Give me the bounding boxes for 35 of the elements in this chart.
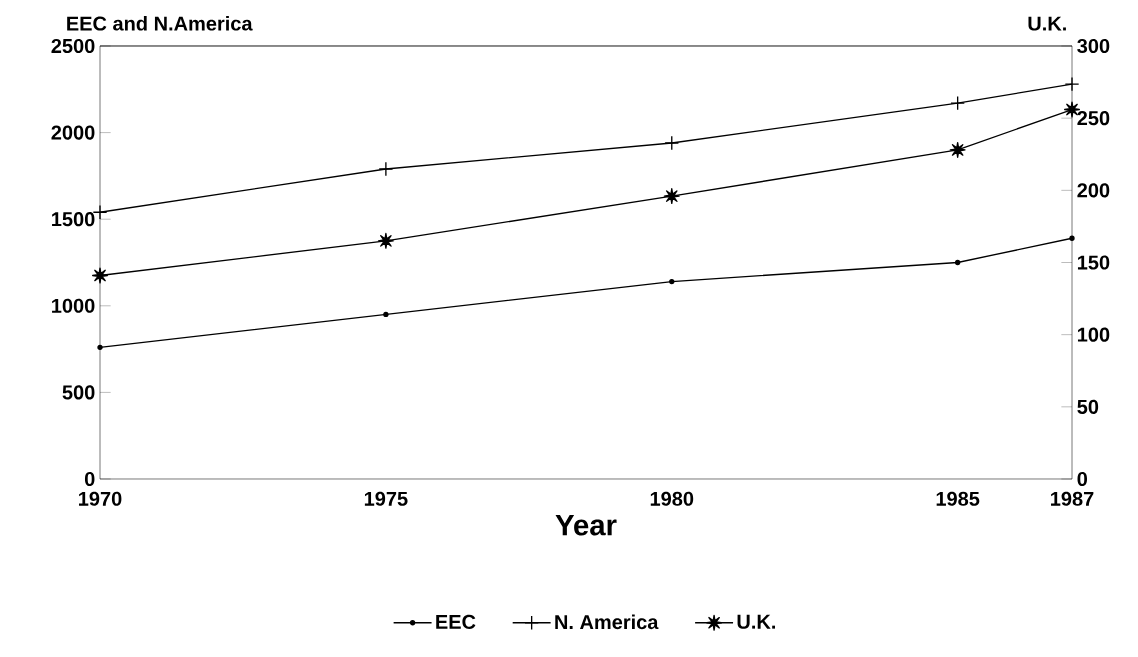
point [97, 344, 103, 351]
point [954, 259, 961, 266]
y-tick-label: 500 [62, 385, 95, 400]
point [383, 311, 389, 318]
y2-tick-label: 0 [1077, 471, 1088, 487]
point [92, 267, 109, 284]
legend-label: U.K. [737, 614, 776, 629]
point [669, 278, 675, 285]
point [378, 161, 394, 177]
point [950, 95, 965, 111]
y2-tick-label: 150 [1077, 255, 1110, 270]
x-tick-label: 1987 [1051, 491, 1094, 506]
x-axis-title: Year [555, 515, 617, 536]
y2-tick-label: 50 [1077, 399, 1099, 414]
x-tick-label: 1985 [936, 491, 980, 506]
y-tick-label: 2500 [51, 38, 95, 54]
y-axis-title: EEC and N.America [67, 15, 253, 31]
y2-axis-title: U.K. [1028, 16, 1066, 31]
y2-tick-label: 300 [1077, 38, 1110, 54]
x-tick-label: 1970 [79, 491, 122, 506]
point [949, 141, 966, 158]
y2-tick-label: 100 [1077, 327, 1110, 342]
y2-tick-label: 200 [1077, 183, 1110, 198]
point [664, 135, 680, 151]
y-tick-label: 1000 [52, 298, 95, 313]
x-tick-label: 1975 [364, 491, 408, 506]
y-tick-label: 1500 [52, 212, 95, 227]
y-tick-label: 0 [84, 471, 95, 487]
point [663, 188, 680, 205]
y2-tick-label: 250 [1077, 111, 1110, 126]
legend-label: EEC [436, 614, 476, 629]
y-tick-label: 2000 [51, 125, 95, 140]
legend-label: N. America [555, 614, 659, 630]
point [377, 232, 394, 249]
x-tick-label: 1980 [650, 491, 694, 506]
